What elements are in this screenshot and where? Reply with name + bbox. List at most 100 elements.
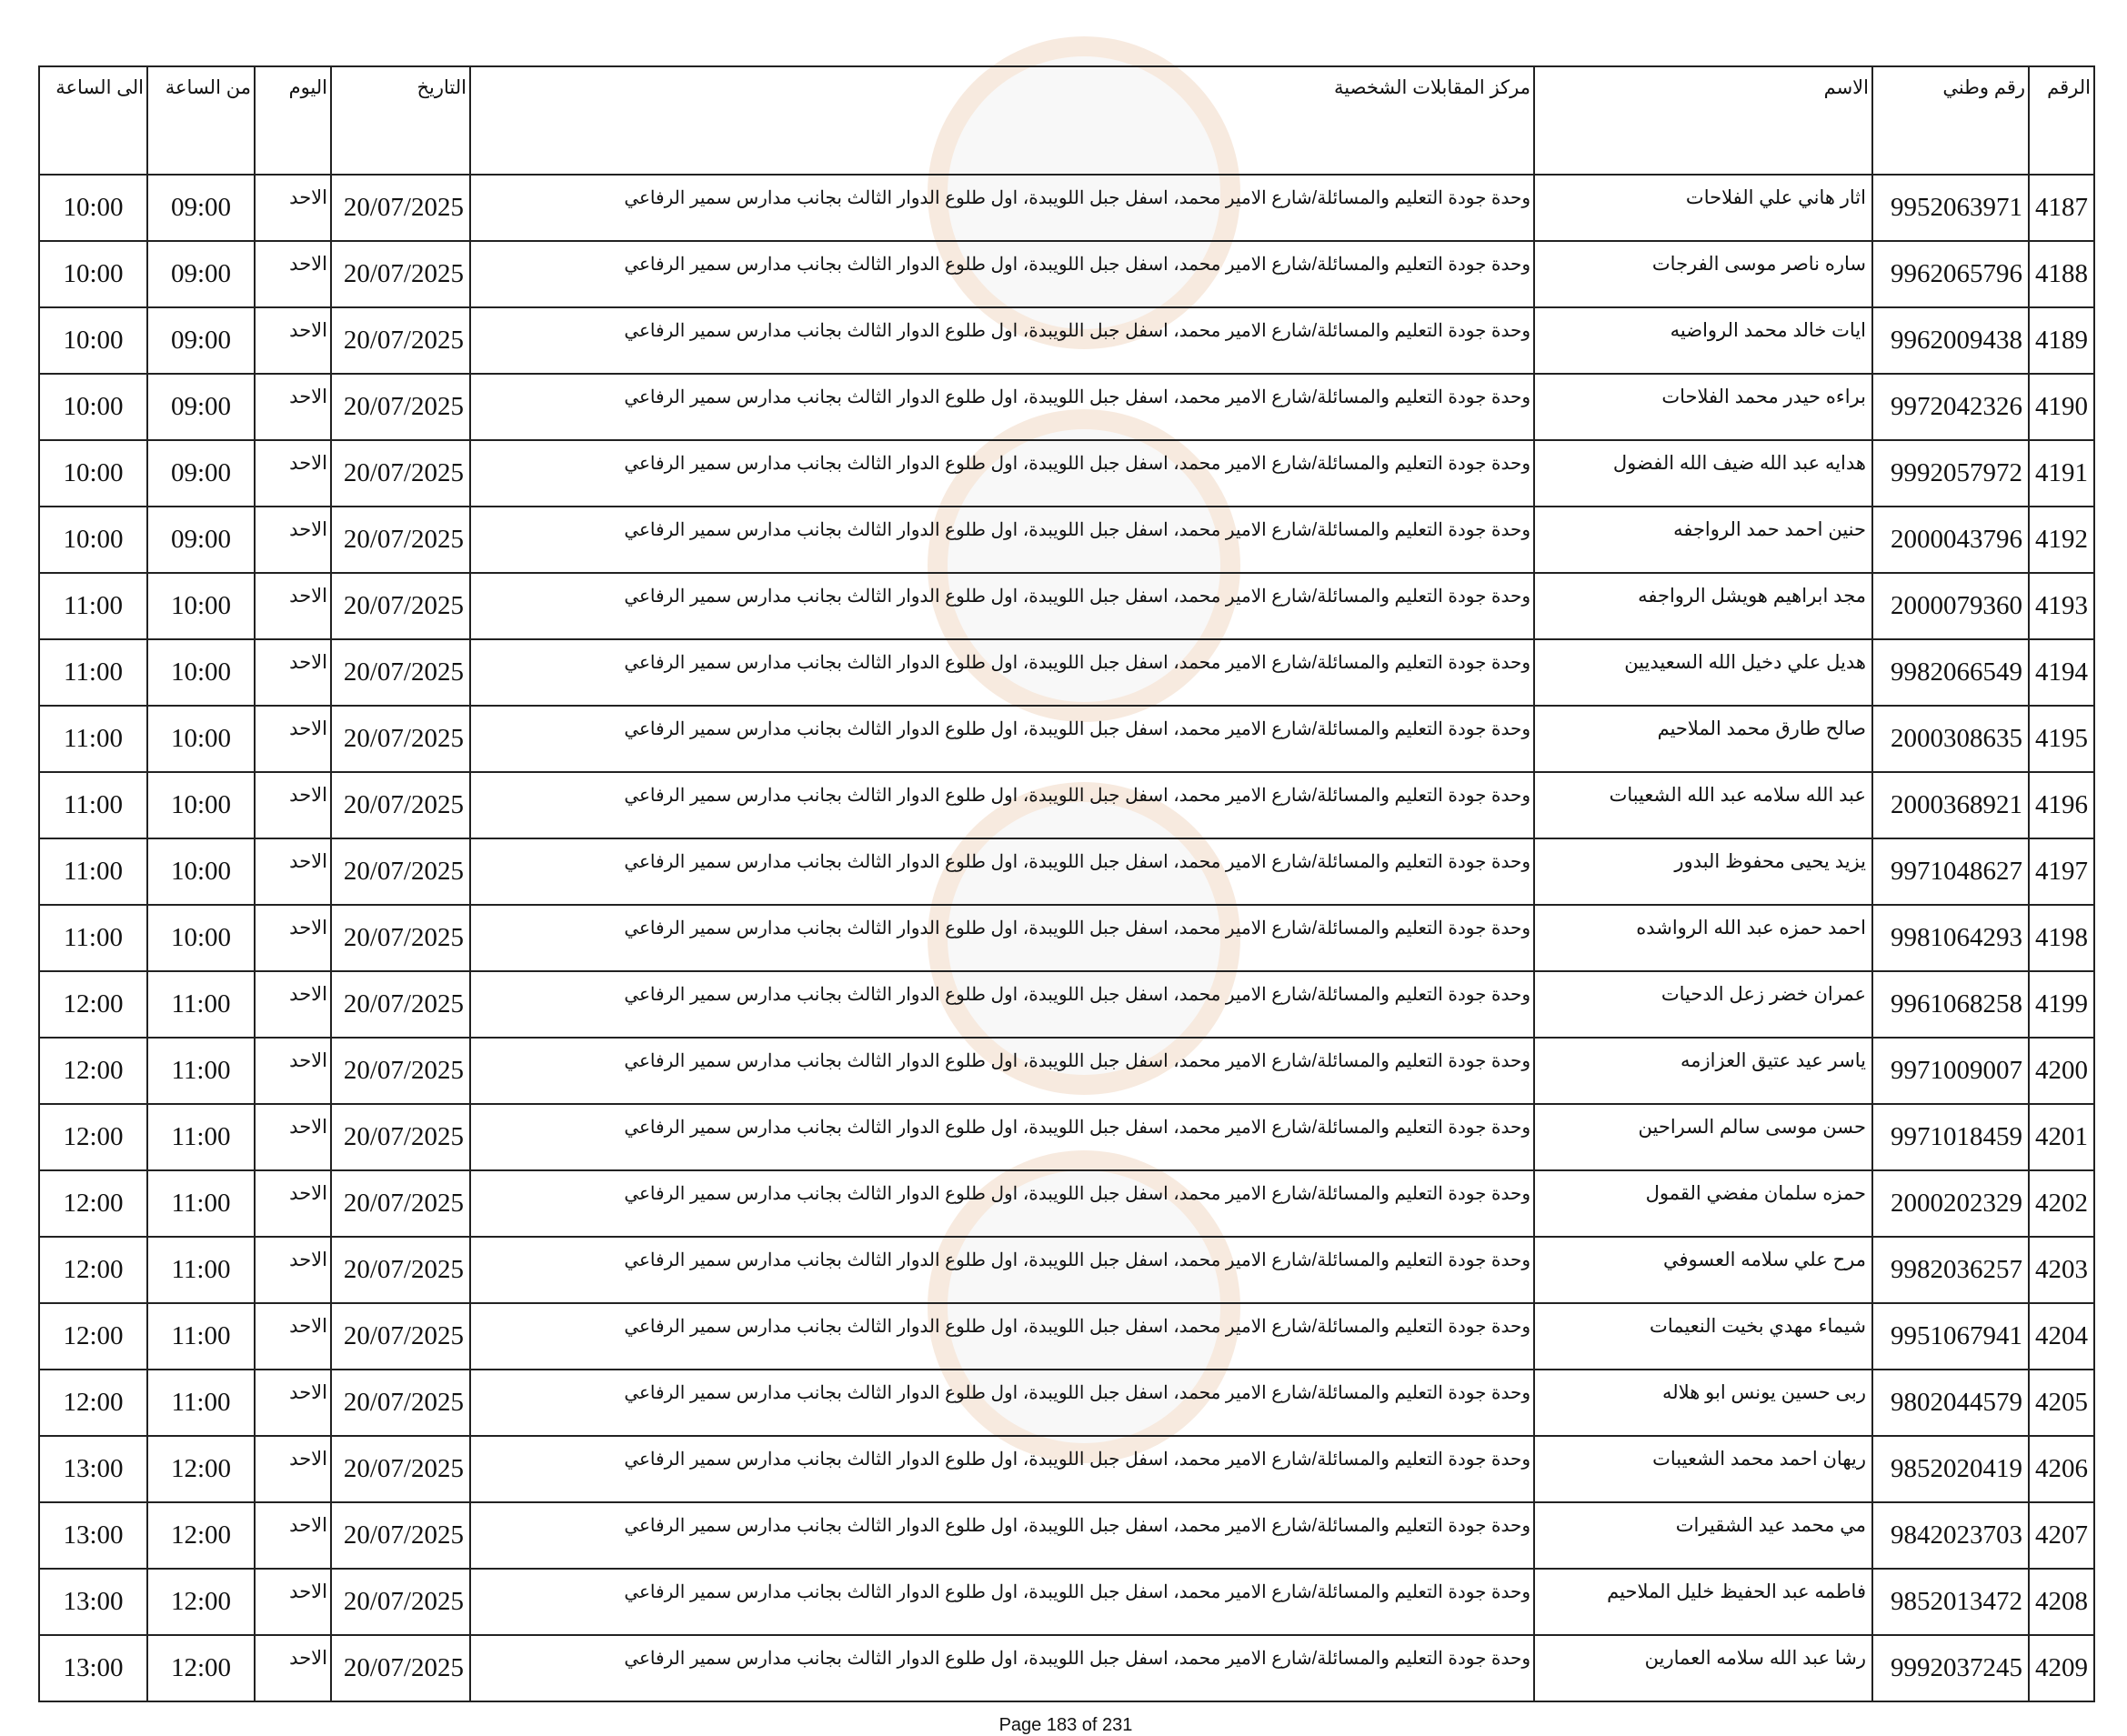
cell-to-time: 10:00 [38, 174, 148, 242]
cell-name: ربى حسين يونس ابو هلاله [1533, 1369, 1873, 1437]
cell-to-time: 12:00 [38, 1037, 148, 1105]
cell-name: صالح طارق محمد الملاحيم [1533, 705, 1873, 773]
cell-date: 20/07/2025 [330, 506, 471, 574]
cell-to-time: 12:00 [38, 1302, 148, 1370]
cell-date: 20/07/2025 [330, 638, 471, 707]
cell-from-time: 09:00 [146, 506, 256, 574]
cell-interview-center: وحدة جودة التعليم والمسائلة/شارع الامير … [469, 373, 1535, 441]
cell-national-id: 2000368921 [1871, 771, 2030, 839]
table-row: 4188 9962065796 ساره ناصر موسى الفرجات وحدة… [38, 240, 2095, 308]
cell-date: 20/07/2025 [330, 1169, 471, 1238]
table-row: 4200 9971009007 ياسر عيد عتيق العزازمه وحدة… [38, 1037, 2095, 1105]
cell-from-time: 11:00 [146, 1103, 256, 1171]
cell-from-time: 12:00 [146, 1501, 256, 1570]
header-to: الى الساعة [38, 65, 148, 176]
cell-interview-center: وحدة جودة التعليم والمسائلة/شارع الامير … [469, 1037, 1535, 1105]
table-row: 4201 9971018459 حسن موسى سالم السراحين وحدة… [38, 1103, 2095, 1171]
cell-from-time: 10:00 [146, 838, 256, 906]
cell-from-time: 12:00 [146, 1634, 256, 1702]
cell-day: الاحد [254, 771, 332, 839]
cell-name: رشا عبد الله سلامه العمارين [1533, 1634, 1873, 1702]
cell-date: 20/07/2025 [330, 174, 471, 242]
table-row: 4202 2000202329 حمزه سلمان مفضي القمول وحدة… [38, 1169, 2095, 1238]
cell-day: الاحد [254, 1169, 332, 1238]
cell-national-id: 2000079360 [1871, 572, 2030, 640]
cell-to-time: 13:00 [38, 1501, 148, 1570]
cell-name: هدايه عبد الله ضيف الله الفضول [1533, 439, 1873, 507]
cell-from-time: 09:00 [146, 174, 256, 242]
cell-to-time: 13:00 [38, 1435, 148, 1503]
cell-date: 20/07/2025 [330, 1037, 471, 1105]
table-row: 4195 2000308635 صالح طارق محمد الملاحيم وحد… [38, 705, 2095, 773]
cell-interview-center: وحدة جودة التعليم والمسائلة/شارع الامير … [469, 572, 1535, 640]
header-day: اليوم [254, 65, 332, 176]
cell-row-number: 4194 [2028, 638, 2095, 707]
cell-interview-center: وحدة جودة التعليم والمسائلة/شارع الامير … [469, 506, 1535, 574]
cell-name: ايات خالد محمد الرواضيه [1533, 306, 1873, 375]
cell-interview-center: وحدة جودة التعليم والمسائلة/شارع الامير … [469, 306, 1535, 375]
cell-from-time: 09:00 [146, 306, 256, 375]
cell-day: الاحد [254, 373, 332, 441]
cell-to-time: 12:00 [38, 1236, 148, 1304]
header-name: الاسم [1533, 65, 1873, 176]
cell-national-id: 2000308635 [1871, 705, 2030, 773]
cell-day: الاحد [254, 306, 332, 375]
cell-day: الاحد [254, 904, 332, 972]
cell-national-id: 9981064293 [1871, 904, 2030, 972]
table-row: 4197 9971048627 يزيد يحيى محفوظ البدور وحدة… [38, 838, 2095, 906]
cell-national-id: 9852020419 [1871, 1435, 2030, 1503]
cell-day: الاحد [254, 1369, 332, 1437]
cell-national-id: 9992057972 [1871, 439, 2030, 507]
cell-to-time: 10:00 [38, 506, 148, 574]
cell-interview-center: وحدة جودة التعليم والمسائلة/شارع الامير … [469, 1169, 1535, 1238]
cell-national-id: 9951067941 [1871, 1302, 2030, 1370]
cell-national-id: 9972042326 [1871, 373, 2030, 441]
table-row: 4203 9982036257 مرح علي سلامه العسوفي وحدة … [38, 1236, 2095, 1304]
cell-row-number: 4196 [2028, 771, 2095, 839]
cell-row-number: 4192 [2028, 506, 2095, 574]
cell-day: الاحد [254, 506, 332, 574]
cell-date: 20/07/2025 [330, 904, 471, 972]
cell-day: الاحد [254, 439, 332, 507]
cell-name: براءه حيدر محمد الفلاحات [1533, 373, 1873, 441]
table-row: 4207 9842023703 مي محمد عيد الشقيرات وحدة ج… [38, 1501, 2095, 1570]
cell-interview-center: وحدة جودة التعليم والمسائلة/شارع الامير … [469, 771, 1535, 839]
cell-row-number: 4190 [2028, 373, 2095, 441]
cell-national-id: 9992037245 [1871, 1634, 2030, 1702]
cell-name: اثار هاني علي الفلاحات [1533, 174, 1873, 242]
cell-from-time: 11:00 [146, 1302, 256, 1370]
cell-interview-center: وحدة جودة التعليم والمسائلة/شارع الامير … [469, 838, 1535, 906]
cell-national-id: 9842023703 [1871, 1501, 2030, 1570]
page-number: Page 183 of 231 [998, 1715, 1133, 1735]
cell-from-time: 10:00 [146, 572, 256, 640]
cell-row-number: 4202 [2028, 1169, 2095, 1238]
cell-date: 20/07/2025 [330, 439, 471, 507]
cell-date: 20/07/2025 [330, 1435, 471, 1503]
cell-interview-center: وحدة جودة التعليم والمسائلة/شارع الامير … [469, 439, 1535, 507]
header-center: مركز المقابلات الشخصية [469, 65, 1535, 176]
cell-day: الاحد [254, 572, 332, 640]
cell-name: ياسر عيد عتيق العزازمه [1533, 1037, 1873, 1105]
document-page: الرقم رقم وطني الاسم مركز المقابلات الشخ… [38, 65, 2095, 1736]
cell-name: مجد ابراهيم هويشل الرواجفه [1533, 572, 1873, 640]
cell-from-time: 10:00 [146, 771, 256, 839]
cell-day: الاحد [254, 1103, 332, 1171]
cell-from-time: 11:00 [146, 1037, 256, 1105]
cell-row-number: 4208 [2028, 1568, 2095, 1636]
cell-to-time: 12:00 [38, 970, 148, 1039]
cell-national-id: 9962009438 [1871, 306, 2030, 375]
table-row: 4187 9952063971 اثار هاني علي الفلاحات وحدة… [38, 174, 2095, 242]
cell-name: مرح علي سلامه العسوفي [1533, 1236, 1873, 1304]
cell-name: هديل علي دخيل الله السعيديين [1533, 638, 1873, 707]
cell-day: الاحد [254, 838, 332, 906]
cell-to-time: 11:00 [38, 904, 148, 972]
cell-to-time: 11:00 [38, 838, 148, 906]
cell-to-time: 12:00 [38, 1369, 148, 1437]
cell-to-time: 11:00 [38, 572, 148, 640]
cell-day: الاحد [254, 1435, 332, 1503]
cell-row-number: 4203 [2028, 1236, 2095, 1304]
cell-day: الاحد [254, 638, 332, 707]
cell-to-time: 11:00 [38, 705, 148, 773]
cell-interview-center: وحدة جودة التعليم والمسائلة/شارع الامير … [469, 638, 1535, 707]
cell-from-time: 10:00 [146, 705, 256, 773]
